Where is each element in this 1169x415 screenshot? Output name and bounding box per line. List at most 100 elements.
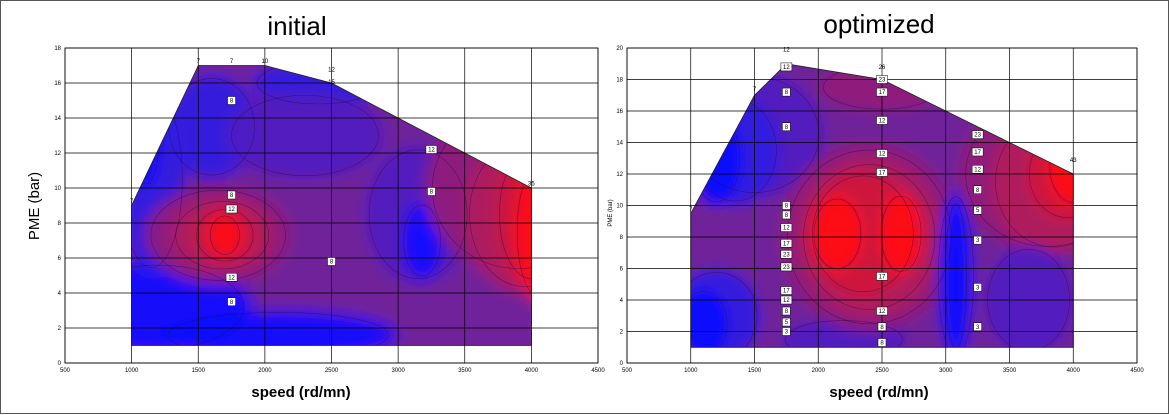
boundary-label: 7 [130, 199, 134, 205]
contour-label-box [427, 187, 436, 196]
contour-label-box [782, 87, 791, 97]
y-tick-label: 10 [54, 186, 61, 192]
contour-label-box [780, 295, 793, 305]
boundary-label: 35 [528, 181, 535, 187]
contour-label-box [780, 286, 793, 295]
contour-label-box [782, 201, 791, 210]
contour-line [690, 291, 728, 348]
y-tick-label: 20 [616, 46, 623, 52]
contour-band [224, 91, 385, 180]
contour-band [158, 310, 399, 346]
contour-label-box [780, 239, 793, 248]
contour-band [690, 288, 729, 348]
contour-label: 12 [879, 118, 886, 124]
contour-label-box [782, 210, 791, 220]
contour-label: 12 [428, 148, 435, 154]
contour-label-box [782, 327, 791, 336]
contour-label: 23 [974, 133, 981, 139]
boundary-label: 12 [328, 68, 335, 74]
x-tick-label: 500 [622, 368, 633, 374]
contour-label-box [227, 297, 236, 306]
contour-line [945, 203, 967, 348]
contour-label: 8 [785, 204, 789, 210]
contour-label-box [780, 262, 793, 272]
y-tick-label: 18 [54, 46, 61, 52]
contour-label-box [876, 75, 888, 84]
x-tick-label: 3000 [391, 368, 405, 374]
contour-label-box [425, 145, 438, 154]
y-tick-label: 14 [54, 116, 61, 122]
contour-label-box [782, 306, 791, 316]
x-tick-label: 2000 [258, 368, 272, 374]
contour-label: 12 [783, 298, 790, 304]
contour-line [209, 215, 240, 255]
x-tick-label: 2500 [875, 368, 889, 374]
x-tick-label: 3500 [458, 368, 472, 374]
contour-label: 3 [976, 238, 980, 244]
contour-line [403, 204, 441, 277]
contour-label: 12 [783, 65, 790, 71]
contour-label-box [973, 322, 982, 332]
y-tick-label: 4 [620, 298, 624, 304]
contour-label-box [971, 165, 984, 174]
y-tick-label: 14 [616, 141, 623, 147]
contour-band [515, 161, 532, 302]
contour-label: 3 [785, 330, 789, 336]
contour-label: 8 [880, 341, 884, 347]
contour-label-box [973, 283, 982, 292]
contour-line [938, 196, 974, 348]
y-axis-label: PME (bar) [608, 199, 614, 226]
contour-band [208, 214, 241, 257]
contour-line [150, 189, 286, 281]
contour-label: 12 [228, 207, 235, 213]
contour-label-box [227, 190, 236, 200]
contour-line [690, 271, 758, 348]
x-tick-label: 2500 [325, 368, 339, 374]
boundary-label: 7 [753, 87, 757, 93]
y-tick-label: 12 [54, 151, 61, 157]
contour-label: 8 [880, 325, 884, 331]
contour-label: 8 [785, 125, 789, 131]
x-tick-label: 4500 [591, 368, 605, 374]
y-tick-label: 10 [616, 204, 623, 210]
contour-label: 8 [230, 300, 234, 306]
contour-label: 12 [783, 226, 790, 232]
contour-label: 23 [783, 252, 790, 258]
contour-label-box [876, 168, 888, 177]
x-tick-label: 3500 [1003, 368, 1017, 374]
boundary-label: 7 [230, 59, 234, 65]
x-tick-label: 3000 [939, 368, 953, 374]
contour-label-box [782, 317, 791, 327]
y-tick-label: 16 [616, 109, 623, 115]
y-tick-label: 12 [616, 172, 623, 178]
y-tick-label: 0 [58, 361, 62, 367]
contour-label: 12 [879, 309, 886, 315]
x-tick-label: 500 [60, 368, 71, 374]
boundary-label: 43 [1070, 158, 1077, 164]
contour-label-box [973, 205, 982, 215]
boundary-label: 7 [197, 59, 201, 65]
boundary-label: 15 [328, 80, 335, 86]
contour-label-box [973, 185, 982, 194]
y-tick-label: 2 [620, 330, 624, 336]
contour-label-box [876, 272, 888, 281]
contour-label-box [877, 322, 887, 332]
contour-label: 8 [785, 90, 789, 96]
contour-label: 23 [879, 78, 886, 84]
chart-title: initial [267, 11, 326, 41]
contour-line [230, 94, 379, 177]
contour-line [516, 167, 532, 297]
contour-label: 17 [783, 241, 790, 247]
boundary-label: 26 [879, 65, 886, 71]
contour-line [131, 264, 245, 346]
contour-label-box [876, 87, 888, 97]
contour-label: 5 [976, 208, 980, 214]
contour-label: 12 [228, 275, 235, 281]
contour-label: 3 [976, 325, 980, 331]
contour-label: 3 [976, 285, 980, 291]
contour-label-box [327, 257, 336, 266]
contour-label: 8 [430, 190, 434, 196]
contour-label: 17 [974, 150, 981, 156]
